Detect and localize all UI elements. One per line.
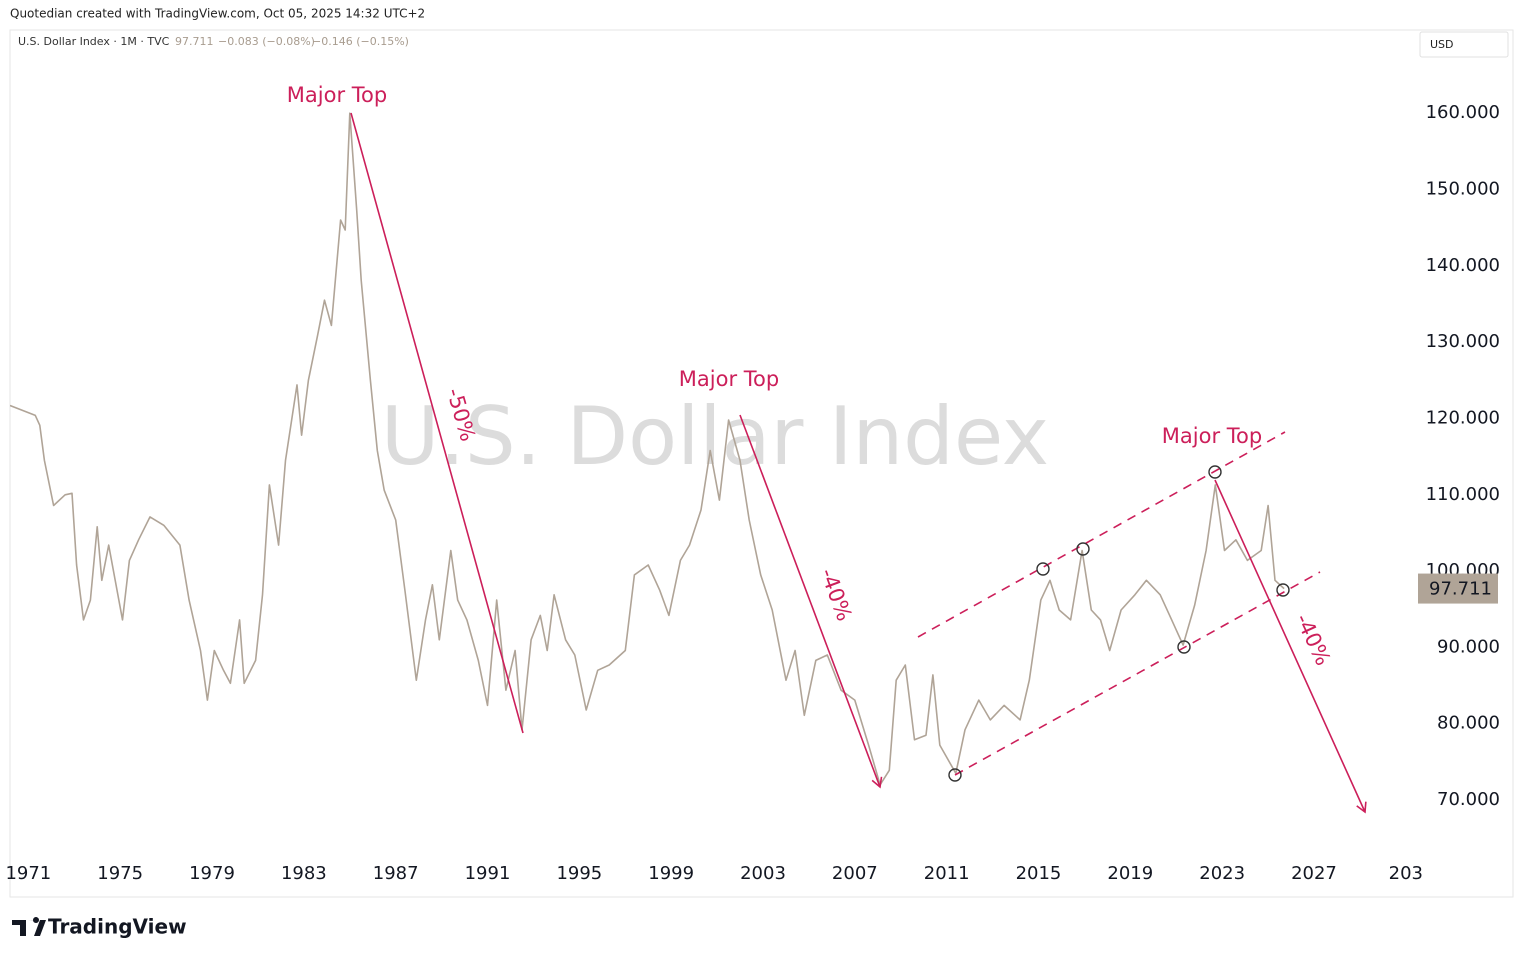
header: Quotedian created with TradingView.com, … <box>10 7 425 21</box>
logo: TradingView <box>12 915 187 939</box>
x-tick-label: 1999 <box>648 863 694 884</box>
y-tick-label: 80.000 <box>1437 713 1500 734</box>
channel-line <box>917 431 1286 638</box>
watermark: U.S. Dollar Index <box>381 390 1049 483</box>
trend-arrow <box>739 414 883 789</box>
annotation: -40% <box>815 565 856 624</box>
x-tick-label: 1991 <box>465 863 511 884</box>
circle <box>1076 542 1090 556</box>
legend-last: 97.711 <box>175 35 214 48</box>
y-tick-label: 130.000 <box>1426 331 1500 352</box>
x-tick-label: 2015 <box>1016 863 1062 884</box>
price-line <box>10 112 1285 786</box>
currency-box[interactable] <box>1419 31 1509 58</box>
y-tick-label: 160.000 <box>1426 102 1500 123</box>
last-price-label: 97.711 <box>1429 579 1492 600</box>
channel-line <box>954 571 1321 776</box>
currency[interactable]: USD <box>1430 38 1454 51</box>
logo-text: TradingView <box>48 915 187 939</box>
y-tick-label: 90.000 <box>1437 636 1500 657</box>
y-tick-label: 70.000 <box>1437 789 1500 810</box>
circle <box>1177 640 1191 654</box>
x-tick-label: 2007 <box>832 863 878 884</box>
circles <box>948 465 1290 782</box>
x-tick-label: 203 <box>1389 863 1423 884</box>
circle <box>1036 562 1050 576</box>
circle <box>1276 583 1290 597</box>
chart-frame <box>9 29 1514 898</box>
x-tick-label: 1979 <box>189 863 235 884</box>
x-tick-label: 1987 <box>373 863 419 884</box>
x-tick-label: 1983 <box>281 863 327 884</box>
legend-change: −0.083 (−0.08%) <box>218 35 315 48</box>
circle <box>948 768 962 782</box>
annotation: Major Top <box>679 367 779 391</box>
x-tick-label: 1975 <box>97 863 143 884</box>
x-tick-label: 1971 <box>5 863 51 884</box>
x-tick-label: 1995 <box>556 863 602 884</box>
y-tick-label: 150.000 <box>1426 179 1500 200</box>
trend-arrow <box>1214 479 1367 814</box>
circle <box>1208 465 1222 479</box>
last-price-box <box>1418 573 1498 604</box>
drawings <box>350 112 1367 814</box>
annotation: Major Top <box>287 83 387 107</box>
legend-change2: −0.146 (−0.15%) <box>312 35 409 48</box>
trend-arrow <box>350 112 524 734</box>
x-tick-label: 2019 <box>1107 863 1153 884</box>
annotation: Major Top <box>1162 424 1262 448</box>
x-tick-label: 2027 <box>1291 863 1337 884</box>
legend-symbol: U.S. Dollar Index · 1M · TVC <box>18 35 170 48</box>
y-tick-label: 120.000 <box>1426 407 1500 428</box>
y-tick-label: 110.000 <box>1426 484 1500 505</box>
x-tick-label: 2003 <box>740 863 786 884</box>
x-tick-label: 2023 <box>1199 863 1245 884</box>
y-tick-label: 140.000 <box>1426 255 1500 276</box>
x-tick-label: 2011 <box>924 863 970 884</box>
logo-mark <box>12 917 46 936</box>
